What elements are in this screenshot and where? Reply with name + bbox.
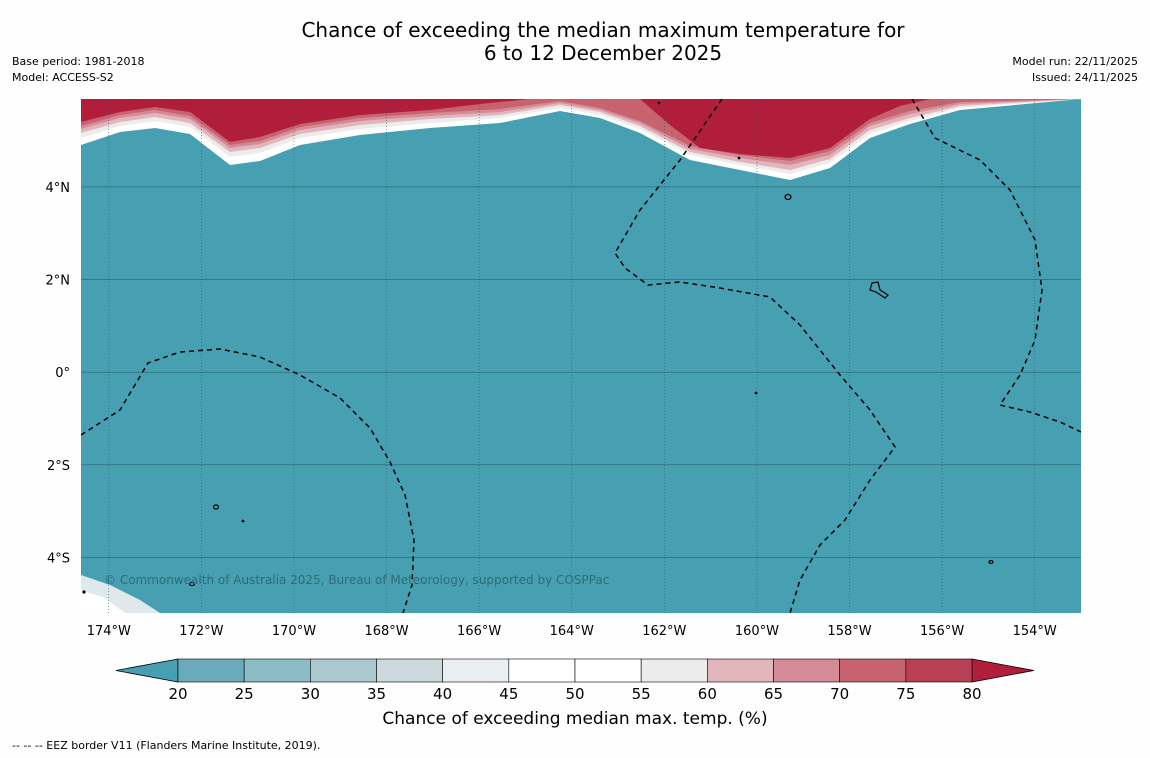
title-line-2: 6 to 12 December 2025	[483, 41, 723, 65]
colorbar: 20 25 30 35 40 45 50 55 60 65 70 75 80	[115, 658, 1035, 703]
island-9	[82, 590, 86, 594]
island-3	[188, 581, 196, 587]
meta-right: Model run: 22/11/2025 Issued: 24/11/2025	[1012, 54, 1138, 86]
lon-tick-label: 160°W	[735, 624, 779, 639]
island-7	[657, 101, 661, 105]
lat-tick-label: 4°N	[46, 181, 71, 196]
eez-footnote: -- -- -- EEZ border V11 (Flanders Marine…	[12, 739, 321, 752]
eez-border-kiribati-line	[614, 99, 896, 613]
colorbar-bin	[310, 658, 377, 683]
warm-anomaly-region	[81, 99, 930, 158]
ocean-background	[81, 99, 1081, 613]
colorbar-tick-label: 30	[301, 685, 320, 703]
colorbar-tick-label: 65	[764, 685, 783, 703]
colorbar-tick-label: 60	[698, 685, 717, 703]
colorbar-tick-label: 55	[632, 685, 651, 703]
latitude-labels: 4°N 2°N 0° 2°S 4°S	[46, 181, 71, 566]
colorbar-bin	[177, 658, 245, 683]
colorbar-tick-label: 75	[896, 685, 915, 703]
model-run: Model run: 22/11/2025	[1012, 55, 1138, 68]
colorbar-tick-label: 45	[499, 685, 518, 703]
colorbar-tick-label: 25	[235, 685, 254, 703]
island-4	[988, 559, 994, 565]
longitude-labels: 174°W 172°W 170°W 168°W 166°W 164°W 162°W 160°W…	[87, 624, 1057, 639]
colorbar-bin	[508, 658, 576, 683]
colorbar-tick-label: 35	[367, 685, 386, 703]
colorbar-bin	[905, 658, 973, 683]
island-5	[241, 519, 245, 523]
lon-tick-label: 170°W	[272, 624, 316, 639]
meta-left: Base period: 1981-2018 Model: ACCESS-S2	[12, 54, 144, 86]
eez-borders	[81, 99, 1081, 613]
islands	[82, 101, 994, 594]
colorbar-bin	[442, 658, 510, 683]
issued-date: Issued: 24/11/2025	[1031, 71, 1138, 84]
colorbar-over-arrow	[971, 658, 1035, 683]
colorbar-bin	[839, 658, 907, 683]
base-period: Base period: 1981-2018	[12, 55, 145, 68]
colorbar-bin	[640, 658, 708, 683]
colorbar-bin	[773, 658, 840, 683]
map-title: Chance of exceeding the median maximum t…	[0, 19, 1150, 65]
map-area	[81, 99, 1081, 613]
colorbar-label: Chance of exceeding median max. temp. (%…	[382, 709, 768, 729]
colorbar-tick-label: 40	[433, 685, 452, 703]
lon-tick-label: 156°W	[920, 624, 964, 639]
lon-tick-label: 158°W	[827, 624, 871, 639]
colorbar-tick-label: 80	[962, 685, 981, 703]
band-lower-left-white	[81, 590, 125, 613]
lon-tick-label: 168°W	[364, 624, 408, 639]
colorbar-bin	[707, 658, 774, 683]
lat-tick-label: 4°S	[47, 551, 70, 566]
island-6	[754, 391, 758, 395]
colorbar-bin	[376, 658, 443, 683]
colorbar-tick-label: 50	[565, 685, 584, 703]
graticule	[81, 99, 1081, 613]
island-1	[784, 193, 792, 201]
lon-tick-label: 164°W	[550, 624, 594, 639]
colorbar-bin	[574, 658, 642, 683]
lon-tick-label: 166°W	[457, 624, 501, 639]
copyright-text: © Commonwealth of Australia 2025, Bureau…	[104, 573, 609, 587]
lat-tick-label: 2°N	[46, 274, 71, 289]
lon-tick-label: 172°W	[179, 624, 223, 639]
island-2	[212, 504, 220, 510]
colorbar-bin	[243, 658, 311, 683]
model-name: Model: ACCESS-S2	[12, 71, 114, 84]
title-line-1: Chance of exceeding the median maximum t…	[301, 18, 905, 42]
colorbar-tick-label: 20	[168, 685, 187, 703]
lon-tick-label: 162°W	[642, 624, 686, 639]
island-8	[737, 156, 741, 160]
lon-tick-label: 174°W	[87, 624, 131, 639]
island-kiritimati	[869, 281, 889, 299]
colorbar-tick-label: 70	[830, 685, 849, 703]
lat-tick-label: 2°S	[47, 459, 70, 474]
lat-tick-label: 0°	[55, 366, 70, 381]
colorbar-under-arrow	[115, 658, 179, 683]
eez-border-tokelau	[81, 348, 415, 613]
lon-tick-label: 154°W	[1013, 624, 1057, 639]
